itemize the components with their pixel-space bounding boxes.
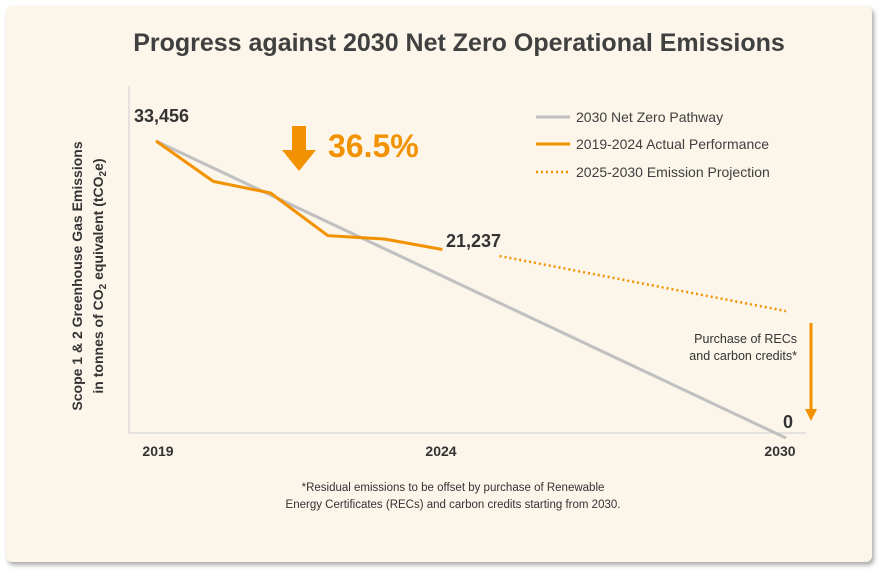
- down-arrow-icon: [282, 126, 316, 171]
- annotation-line1: Purchase of RECs: [694, 332, 797, 346]
- legend-label: 2019-2024 Actual Performance: [576, 136, 769, 152]
- data-label-start: 33,456: [134, 106, 189, 126]
- data-label-end-target: 0: [783, 412, 793, 432]
- footnote-line2: Energy Certificates (RECs) and carbon cr…: [286, 499, 621, 511]
- chart-canvas: Progress against 2030 Net Zero Operation…: [69, 29, 817, 511]
- legend-label: 2025-2030 Emission Projection: [576, 164, 770, 180]
- annotation-line2: and carbon credits*: [689, 349, 797, 363]
- y-axis-label-line1: Scope 1 & 2 Greenhouse Gas Emissions: [69, 141, 85, 410]
- series-line-actual: [155, 139, 443, 251]
- series-line-projection: [499, 254, 787, 313]
- x-tick-label: 2019: [142, 443, 173, 459]
- y-axis-label-line2: in tonnes of CO2 equivalent (tCO2e): [90, 158, 109, 393]
- chart-card: Progress against 2030 Net Zero Operation…: [6, 6, 872, 562]
- reduction-percent: 36.5%: [328, 128, 419, 164]
- annotation-down-arrow-icon: [805, 323, 817, 421]
- data-label-end-actual: 21,237: [446, 231, 501, 251]
- series-line-pathway: [155, 139, 787, 440]
- x-tick-label: 2030: [764, 443, 795, 459]
- chart-title: Progress against 2030 Net Zero Operation…: [133, 29, 785, 57]
- footnote-line1: *Residual emissions to be offset by purc…: [302, 482, 605, 494]
- legend: 2030 Net Zero Pathway 2019-2024 Actual P…: [536, 109, 770, 180]
- legend-label: 2030 Net Zero Pathway: [576, 109, 723, 125]
- series-layer: [155, 139, 787, 440]
- x-tick-label: 2024: [425, 443, 456, 459]
